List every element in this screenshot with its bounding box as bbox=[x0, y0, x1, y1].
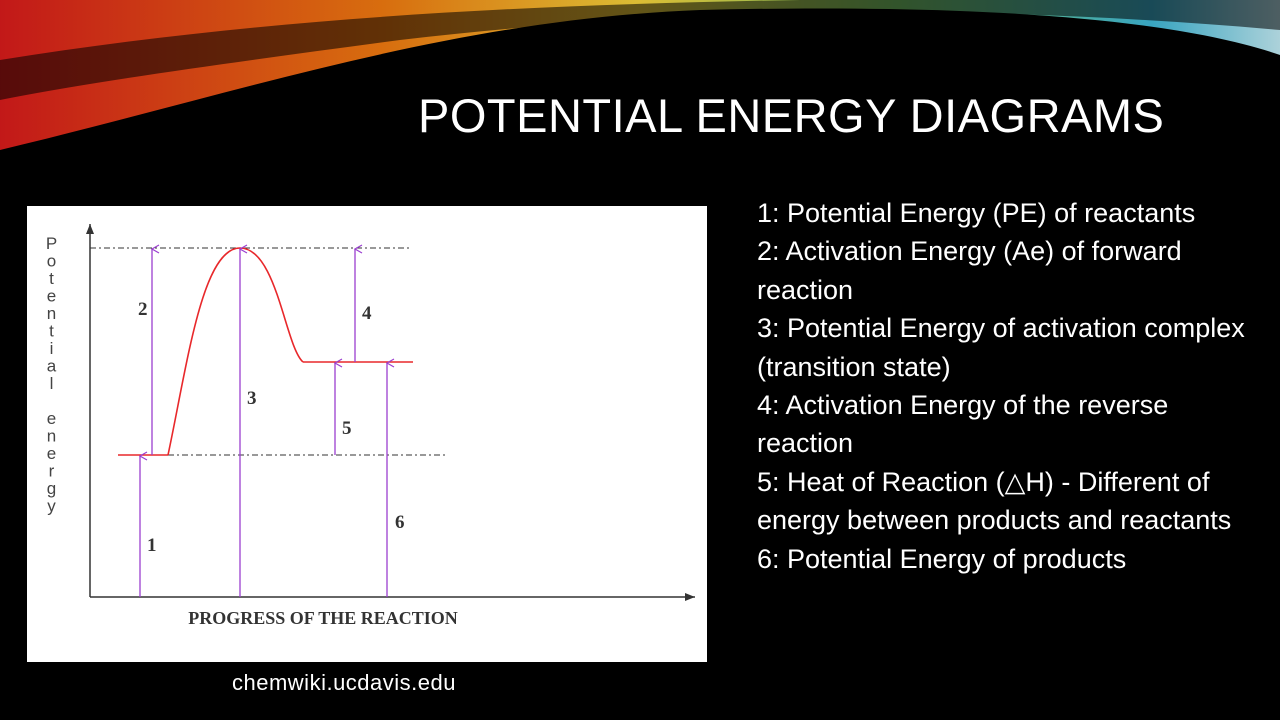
legend-list: 1: Potential Energy (PE) of reactants 2: … bbox=[757, 194, 1262, 578]
legend-item: 3: Potential Energy of activation comple… bbox=[757, 313, 1245, 382]
marker-label: 1 bbox=[147, 535, 157, 556]
decorative-swoosh bbox=[0, 0, 1280, 150]
x-axis-label: PROGRESS OF THE REACTION bbox=[188, 608, 458, 628]
y-axis-label: Potential energy bbox=[42, 234, 61, 514]
source-credit: chemwiki.ucdavis.edu bbox=[232, 670, 456, 695]
marker-label: 6 bbox=[395, 512, 405, 533]
axes bbox=[86, 224, 695, 601]
marker-label: 2 bbox=[138, 299, 148, 320]
diagram-panel: Potential energy bbox=[27, 206, 707, 662]
energy-curve bbox=[118, 247, 413, 456]
legend-item: 2: Activation Energy (Ae) of forward rea… bbox=[757, 236, 1182, 305]
legend-item: 5: Heat of Reaction (△H) - Different of … bbox=[757, 466, 1232, 536]
marker-label: 4 bbox=[362, 303, 372, 324]
slide-title: POTENTIAL ENERGY DIAGRAMS bbox=[418, 89, 1165, 142]
legend-item: 6: Potential Energy of products bbox=[757, 543, 1127, 574]
guide-lines bbox=[90, 247, 445, 456]
legend-item: 1: Potential Energy (PE) of reactants bbox=[757, 198, 1196, 228]
legend-item: 4: Activation Energy of the reverse reac… bbox=[757, 390, 1169, 459]
arrows bbox=[140, 249, 387, 597]
marker-label: 5 bbox=[342, 418, 352, 439]
marker-label: 3 bbox=[247, 388, 257, 409]
energy-diagram: 1 2 3 4 5 6 PROGRESS OF THE REACTION bbox=[86, 224, 695, 628]
